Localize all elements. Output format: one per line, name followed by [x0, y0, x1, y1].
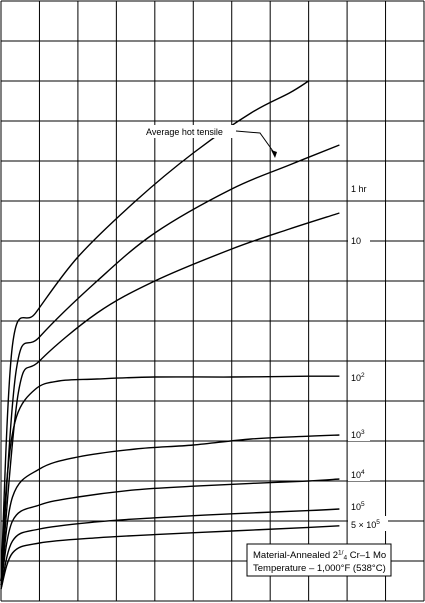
curve-label-10: 10	[348, 234, 370, 247]
svg-text:5 × 105: 5 × 105	[351, 519, 380, 530]
hot-tensile-leader-line	[235, 130, 276, 155]
svg-text:10: 10	[351, 236, 361, 246]
material-note-box: Material-Annealed 21/4 Cr–1 Mo Temperatu…	[246, 543, 392, 577]
material-note-line-2: Temperature – 1,000°F (538°C)	[253, 563, 386, 574]
series-line-0	[0, 80, 309, 582]
curve-label-10e4: 104	[348, 466, 370, 481]
svg-text:103: 103	[351, 429, 365, 440]
curve-label-10e3: 103	[348, 426, 370, 441]
svg-text:102: 102	[351, 372, 365, 383]
svg-text:104: 104	[351, 469, 365, 480]
curve-label-hot-tensile: Average hot tensile	[146, 127, 223, 137]
series-line-3	[0, 375, 340, 582]
curve-label-1hr: 1 hr	[348, 182, 378, 195]
hot-tensile-label-bg	[144, 125, 236, 138]
series-line-2	[0, 212, 340, 582]
series-line-6	[0, 508, 340, 590]
svg-text:105: 105	[351, 501, 365, 512]
chart-curves	[0, 80, 340, 590]
curve-label-10e5: 105	[348, 498, 370, 513]
series-line-5	[0, 478, 340, 586]
series-line-4	[0, 434, 340, 586]
curve-label-10e2: 102	[348, 369, 370, 384]
material-note-line-1: Material-Annealed 21/4 Cr–1 Mo	[253, 550, 386, 562]
hot-tensile-arrow-head	[271, 150, 277, 158]
curve-label-5x10e5: 5 × 105	[348, 516, 388, 531]
svg-text:1 hr: 1 hr	[351, 184, 367, 194]
series-line-1	[0, 144, 340, 582]
curve-labels: Average hot tensile 1 hr 10 102 103 104 …	[144, 125, 388, 531]
series-line-7	[0, 525, 340, 590]
